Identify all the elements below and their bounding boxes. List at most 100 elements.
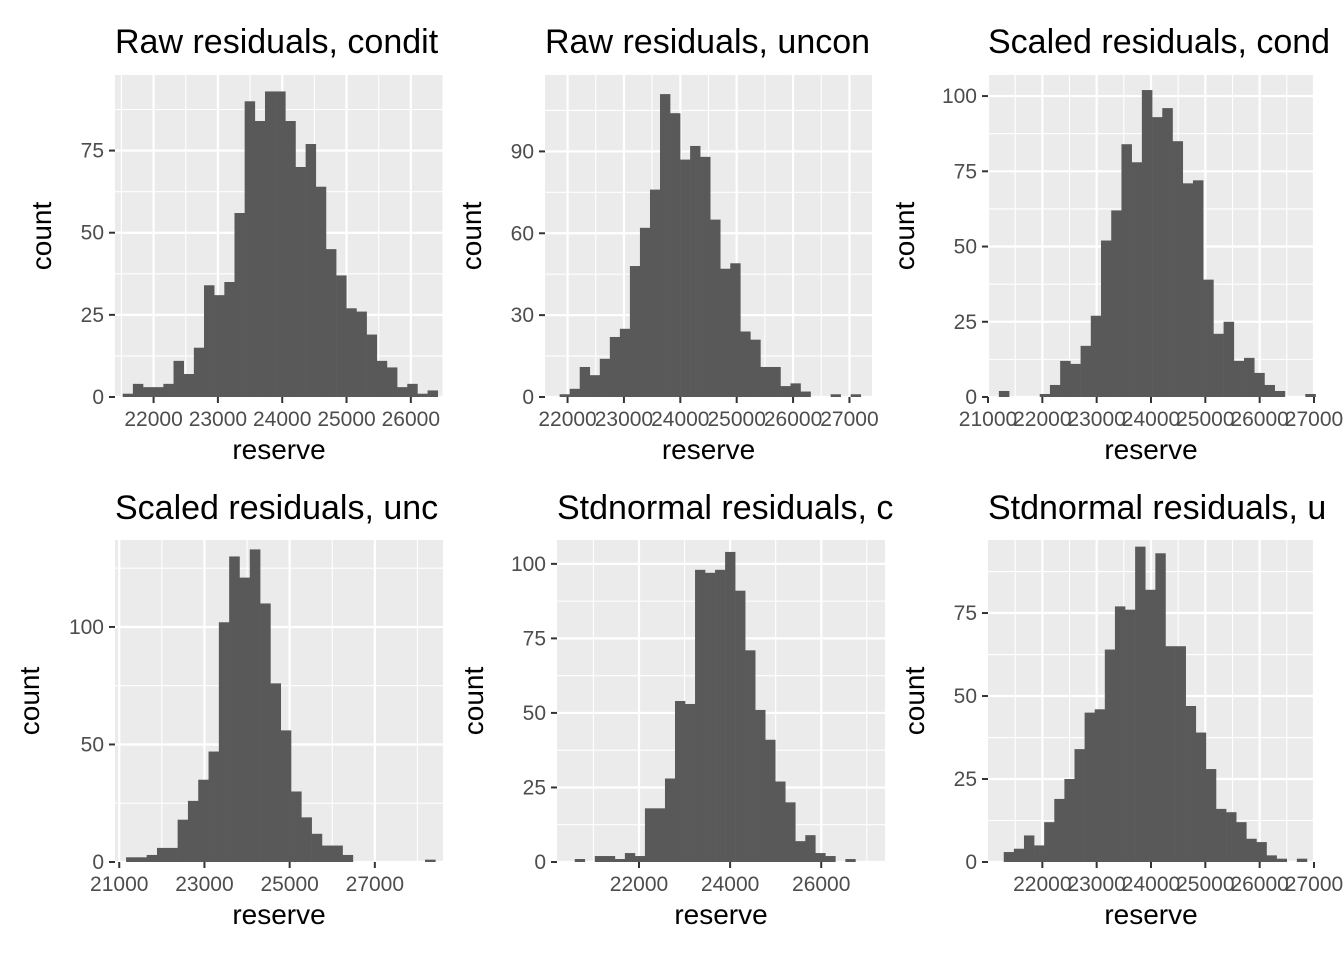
x-axis-title: reserve [232,434,325,465]
histogram-bar [770,366,781,397]
histogram-bar [1064,779,1075,862]
chart-title: Stdnormal residuals, u [988,489,1326,527]
histogram-bar [1203,279,1214,397]
x-tick-label: 26000 [382,408,440,431]
y-axis-title: count [889,202,920,271]
histogram-bar [1213,333,1224,397]
histogram-bar [1305,393,1316,397]
x-axis-title: reserve [1104,434,1197,465]
histogram-bar [1023,835,1035,862]
histogram-bar [700,156,711,397]
histogram-bar [264,91,276,397]
histogram-bar [609,336,621,397]
histogram-bar [342,854,354,862]
y-tick-label: 0 [522,386,534,409]
y-tick-label: 50 [954,685,977,708]
histogram-bar [1090,315,1102,397]
histogram-bar [1013,848,1025,862]
histogram-bar [325,249,337,397]
histogram-bar [136,857,147,862]
histogram-bar [1145,589,1156,862]
histogram-bar [1039,393,1051,397]
chart-title: Scaled residuals, unc [115,489,438,527]
x-tick-label: 21000 [959,408,1017,431]
histogram-bar [1266,855,1277,862]
histogram-bar [1296,858,1308,862]
histogram-bar [311,833,323,862]
histogram-bar [1101,240,1112,397]
histogram-bar [122,393,134,397]
histogram-bar [740,331,751,397]
x-tick-label: 22000 [610,873,668,896]
histogram-bar [1182,183,1194,397]
histogram-bar [386,367,398,397]
x-axis-title: reserve [232,899,325,930]
histogram-bar [218,622,230,862]
histogram-bar [705,572,716,862]
histogram-bar [1185,705,1197,862]
histogram-bar [634,856,646,862]
y-tick-label: 75 [81,140,104,163]
histogram-bar [664,778,676,862]
histogram-bar [730,263,741,397]
histogram-bar [187,800,199,862]
chart-panel-5: 22000 24000 26000 0 25 50 75 100 reserve count Std… [458,489,893,930]
histogram-bar [1104,649,1116,862]
histogram-bar [735,590,746,862]
x-tick-label: 27000 [346,873,404,896]
y-axis-title: count [456,202,487,271]
y-tick-label: 0 [92,851,104,874]
y-tick-label: 0 [965,851,977,874]
histogram-bar [1054,798,1065,862]
histogram-bar [1165,646,1176,862]
histogram-bar [745,650,756,862]
x-tick-label: 27000 [820,408,878,431]
y-tick-label: 90 [511,140,534,163]
histogram-bar [1205,769,1217,862]
histogram-bar [244,101,256,398]
histogram-bar [998,390,1010,397]
histogram-bar [167,847,178,862]
histogram-bar [1152,117,1163,397]
histogram-bar [153,387,164,397]
histogram-bar [1131,162,1143,397]
y-tick-label: 75 [954,602,977,625]
histogram-bar [755,709,766,862]
x-tick-label: 25000 [260,873,318,896]
x-tick-label: 23000 [1067,408,1125,431]
histogram-bar [569,388,581,397]
histogram-bar [1274,390,1286,397]
histogram-bar [670,113,681,397]
histogram-bar [765,739,776,862]
histogram-bar [825,856,836,862]
histogram-bar [143,387,154,397]
histogram-bar [660,94,671,398]
histogram-bar [295,167,306,397]
y-tick-label: 50 [81,222,104,245]
histogram-bar [239,577,251,862]
histogram-bar [815,853,826,862]
y-tick-label: 25 [523,776,546,799]
histogram-bar [214,295,225,397]
x-tick-label: 25000 [1176,873,1234,896]
histogram-bar [229,556,240,862]
x-tick-label: 22000 [1013,408,1071,431]
histogram-bar [291,791,302,862]
x-tick-label: 26000 [1230,408,1288,431]
x-tick-label: 27000 [1285,873,1343,896]
histogram-bar [1233,360,1245,397]
histogram-bar [346,308,357,397]
y-axis-title: count [26,202,57,271]
histogram-bar [249,549,261,862]
chart-title: Stdnormal residuals, c [557,489,893,527]
histogram-bar [193,347,205,397]
histogram-bar [234,213,245,397]
x-tick-label: 26000 [792,873,850,896]
histogram-bar [1192,180,1204,397]
histogram-bar [132,383,144,397]
histogram-bar [644,808,656,862]
histogram-bar [332,845,343,862]
histogram-bar [1264,384,1275,397]
